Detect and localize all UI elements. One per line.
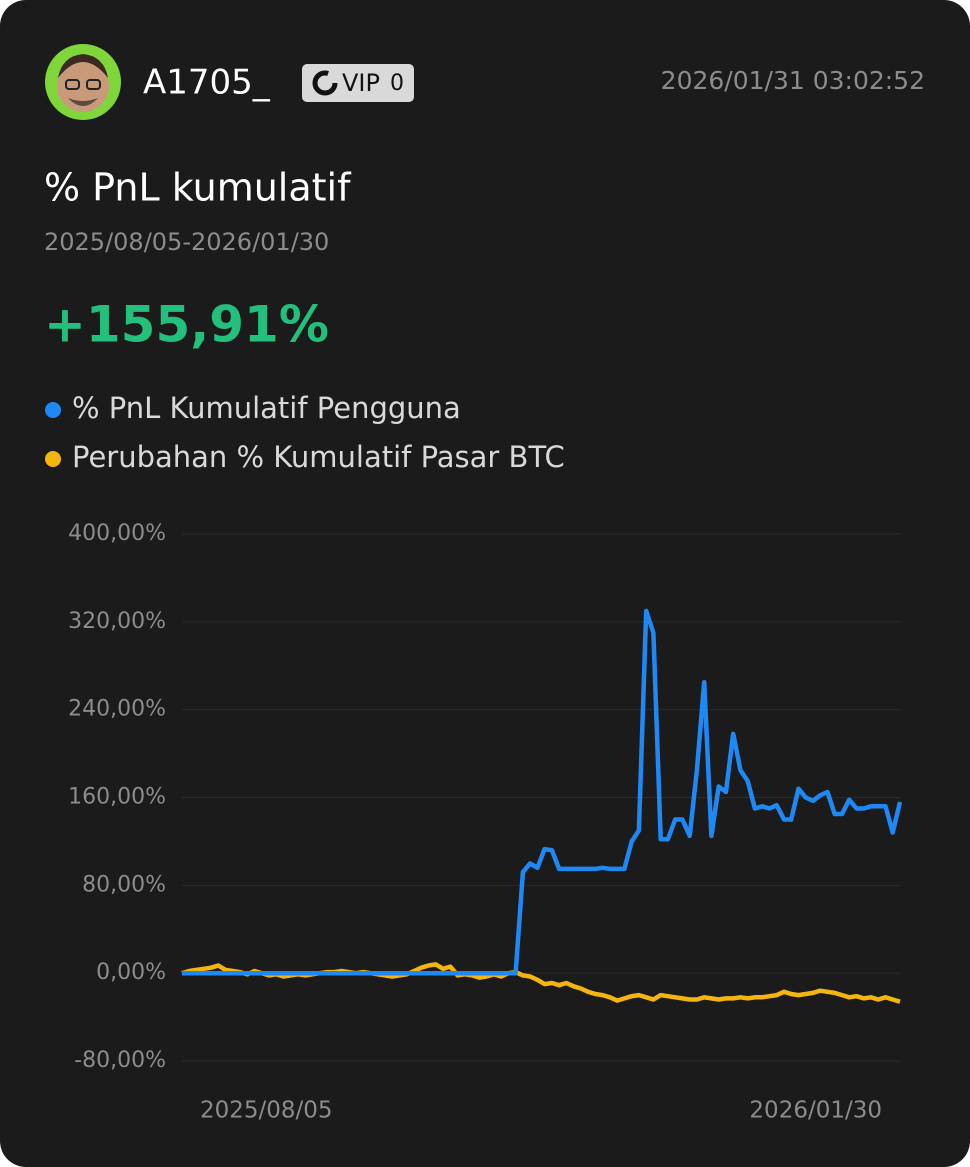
pnl-value: +155,91% — [44, 296, 329, 354]
vip-level: 0 — [390, 71, 404, 96]
y-tick-label: 400,00% — [68, 521, 166, 546]
series-line — [182, 608, 903, 976]
series-line — [181, 962, 901, 1004]
y-tick-label: 160,00% — [68, 785, 166, 810]
x-tick-label: 2025/08/05 — [200, 1098, 333, 1124]
legend-label: Perubahan % Kumulatif Pasar BTC — [72, 440, 565, 474]
summary-title: % PnL kumulatif — [44, 166, 352, 210]
username: A1705_ — [143, 63, 271, 103]
vip-text: VIP — [342, 69, 380, 97]
y-tick-label: -80,00% — [74, 1048, 166, 1073]
period: 2025/08/05-2026/01/30 — [44, 228, 329, 256]
vip-icon — [312, 70, 338, 96]
timestamp: 2026/01/31 03:02:52 — [661, 66, 925, 95]
y-tick-label: 240,00% — [68, 697, 166, 722]
y-tick-label: 0,00% — [96, 960, 166, 985]
y-tick-label: 320,00% — [68, 609, 166, 634]
legend-marker — [45, 451, 61, 467]
legend-marker — [45, 402, 61, 418]
avatar — [45, 44, 121, 120]
legend-label: % PnL Kumulatif Pengguna — [72, 391, 461, 425]
x-tick-label: 2026/01/30 — [749, 1098, 882, 1124]
y-tick-label: 80,00% — [82, 872, 166, 897]
